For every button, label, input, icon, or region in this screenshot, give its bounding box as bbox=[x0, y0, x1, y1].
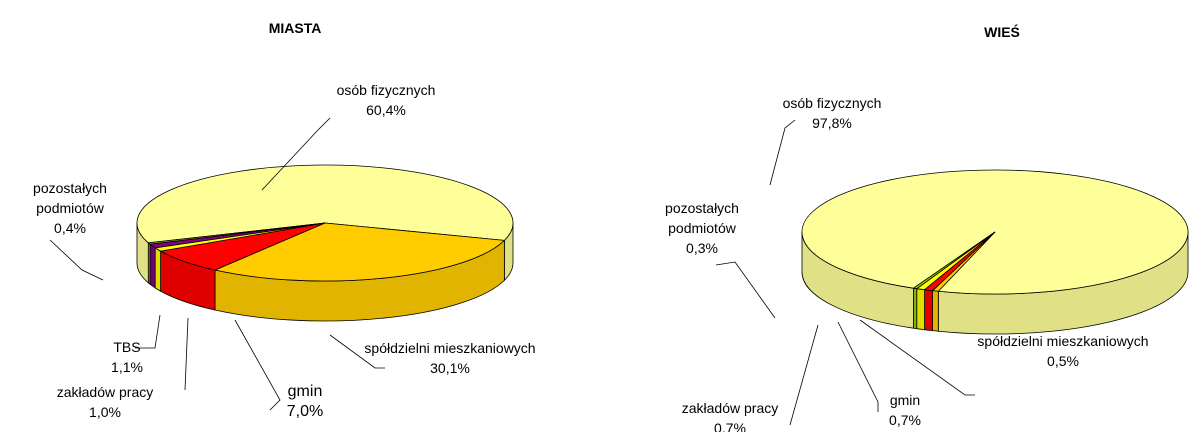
chart-title: MIASTA bbox=[268, 20, 322, 36]
label-value: 0,5% bbox=[1047, 353, 1079, 369]
label-name: spółdzielni mieszkaniowych bbox=[364, 340, 536, 356]
label-value: 0,4% bbox=[54, 220, 86, 236]
label-name: spółdzielni mieszkaniowych bbox=[977, 333, 1149, 349]
label-name: pozostałych podmiotów bbox=[33, 180, 107, 216]
data-label: pozostałych podmiotów 0,4% bbox=[20, 178, 120, 238]
data-label: spółdzielni mieszkaniowych 0,5% bbox=[953, 331, 1173, 371]
data-label: zakładów pracy 1,0% bbox=[0, 382, 215, 422]
slice-side bbox=[149, 243, 156, 289]
leader-line bbox=[184, 317, 189, 391]
data-label: osób fizycznych 60,4% bbox=[276, 80, 496, 120]
slice-side bbox=[932, 290, 939, 332]
leader-line bbox=[715, 261, 776, 319]
slice-side bbox=[147, 241, 151, 286]
label-value: 1,0% bbox=[89, 404, 121, 420]
leader-line bbox=[329, 334, 385, 369]
label-value: 97,8% bbox=[812, 115, 852, 131]
label-value: 0.7% bbox=[714, 420, 746, 432]
data-label: pozostałych podmiotów 0,3% bbox=[652, 198, 752, 258]
slice bbox=[147, 222, 326, 245]
label-value: 1,1% bbox=[111, 359, 143, 375]
data-label: osób fizycznych 97,8% bbox=[722, 93, 942, 133]
slice-side bbox=[913, 287, 918, 330]
leader-line bbox=[49, 239, 104, 281]
data-label: zakładów pracy 0.7% bbox=[620, 398, 840, 432]
label-name: pozostałych podmiotów bbox=[665, 200, 739, 236]
label-name: gmin bbox=[287, 383, 323, 400]
label-name: zakładów pracy bbox=[56, 384, 154, 400]
slice bbox=[213, 222, 506, 282]
data-label: spółdzielni mieszkaniowych 30,1% bbox=[340, 338, 560, 378]
label-value: 0,7% bbox=[889, 412, 921, 428]
label-value: 7,0% bbox=[286, 403, 324, 420]
slice-side bbox=[924, 289, 933, 332]
label-name: osób fizycznych bbox=[336, 82, 436, 98]
leader-line bbox=[769, 119, 796, 186]
label-value: 30,1% bbox=[430, 360, 470, 376]
data-label: TBS 1,1% bbox=[17, 337, 237, 377]
leader-line bbox=[234, 319, 281, 411]
leader-line bbox=[859, 319, 975, 396]
leader-line bbox=[837, 321, 879, 412]
label-name: osób fizycznych bbox=[782, 95, 882, 111]
leader-line bbox=[135, 314, 161, 349]
slice-side bbox=[154, 247, 161, 292]
label-name: zakładów pracy bbox=[681, 400, 779, 416]
label-value: 0,3% bbox=[686, 240, 718, 256]
leader-line bbox=[261, 117, 331, 191]
chart-title: WIEŚ bbox=[984, 24, 1020, 40]
label-name: TBS bbox=[113, 339, 141, 355]
label-value: 60,4% bbox=[366, 102, 406, 118]
data-label: gmin 0,7% bbox=[795, 390, 1015, 430]
slice-side bbox=[916, 288, 925, 331]
data-label: gmin 7,0% bbox=[195, 382, 415, 422]
leader-line bbox=[789, 324, 819, 426]
label-name: gmin bbox=[889, 392, 921, 408]
slice bbox=[912, 231, 996, 290]
slice bbox=[136, 164, 514, 244]
